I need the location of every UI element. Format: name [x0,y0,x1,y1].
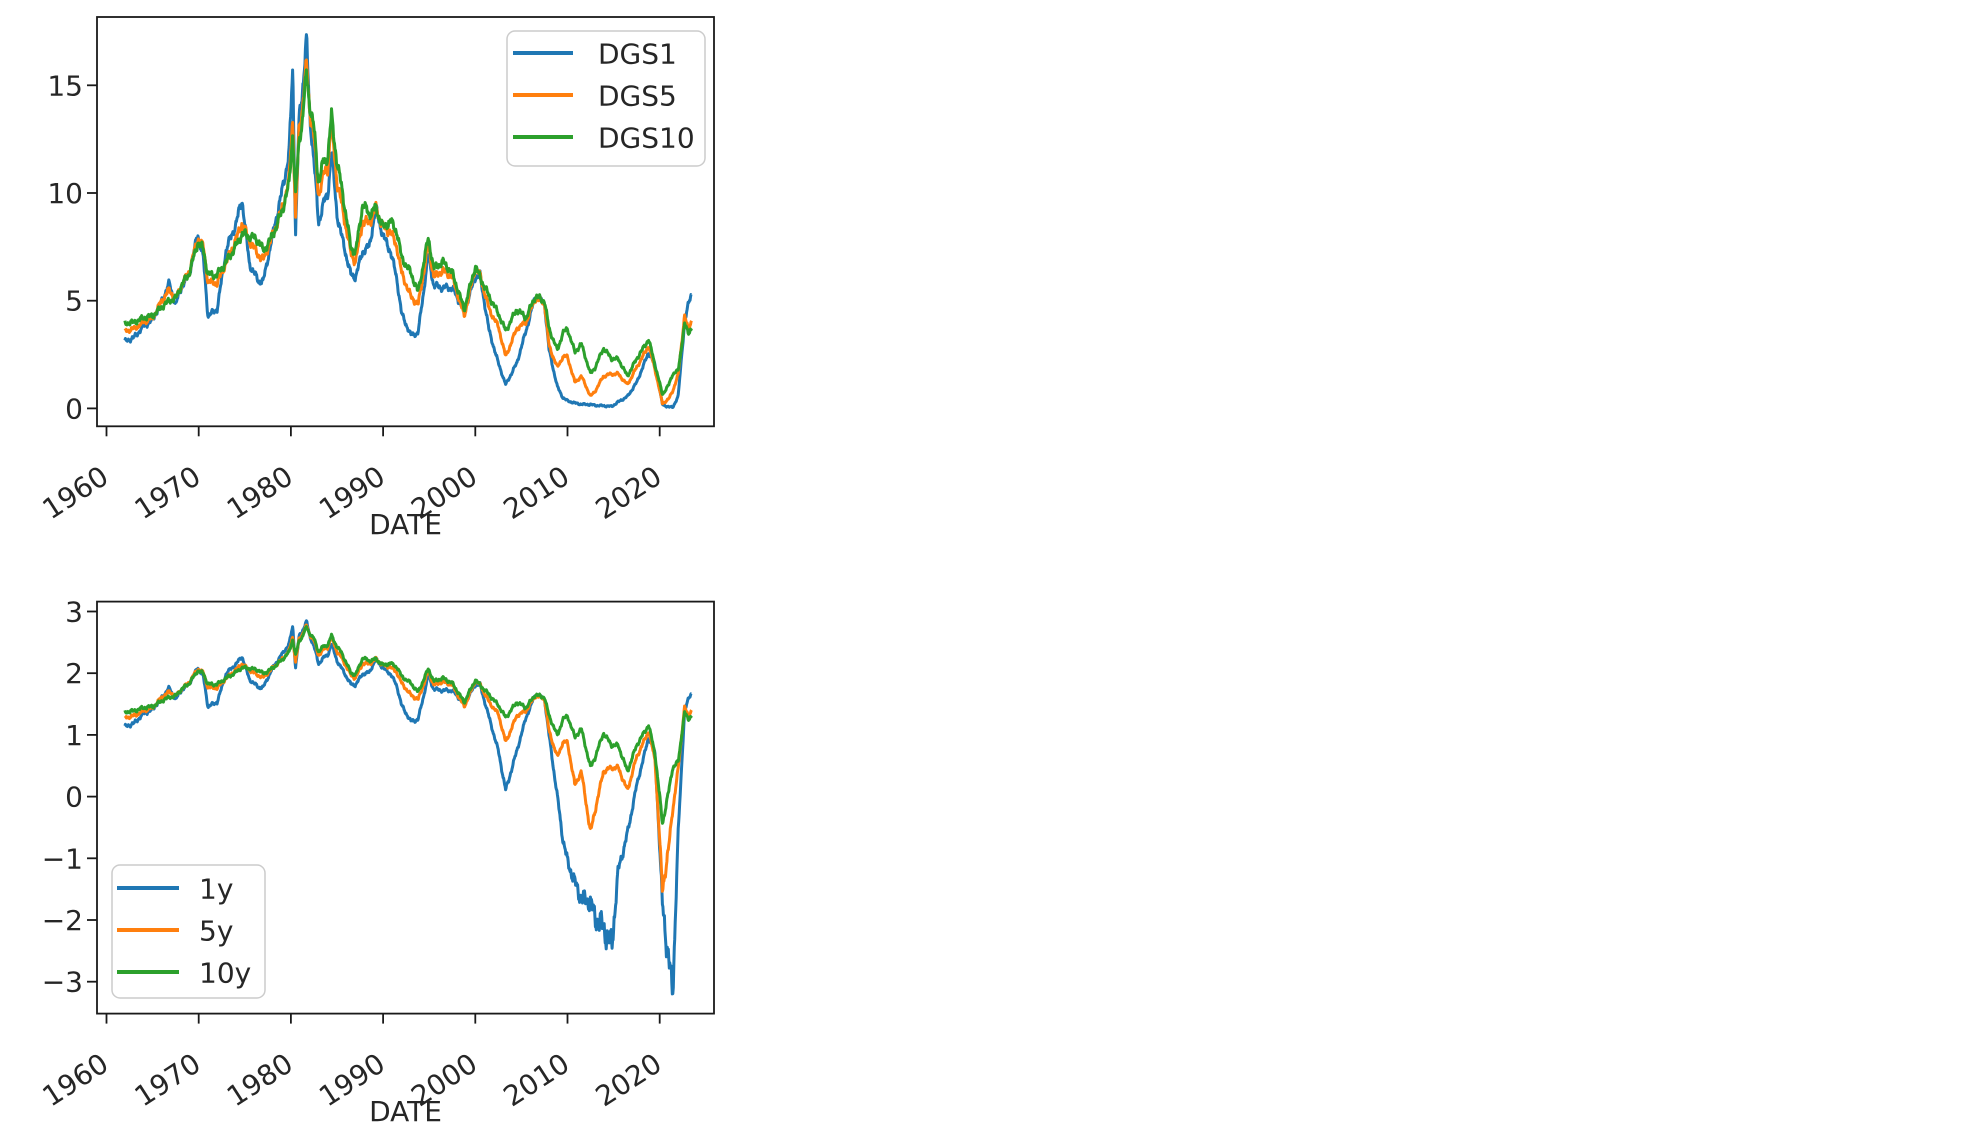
line-dgs1 [123,33,693,409]
line-1y [123,619,693,996]
line-dgs5 [123,58,693,406]
legend-item-5y: 5y [117,915,233,948]
legend-label-5y: 5y [199,915,233,948]
legend-label-dgs1: DGS1 [598,38,677,71]
legend-label-10y: 10y [199,957,251,990]
line-5y [123,623,693,893]
legend-item-1y: 1y [117,873,233,906]
y-tick-label-5: 5 [65,285,83,318]
legend-item-dgs1: DGS1 [513,38,677,71]
y-tick-label-0: 0 [65,392,83,425]
legend-item-dgs5: DGS5 [513,80,677,113]
legend: 1y 5y 10y [111,864,266,999]
y-tick-label-10: 10 [47,177,83,210]
axes-spines [96,600,715,1015]
legend-label-1y: 1y [199,873,233,906]
legend: DGS1 DGS5 DGS10 [506,30,706,167]
y-tick-label-3: 3 [65,596,83,629]
y-tick-label-2: 2 [65,657,83,690]
y-tick-label--3: −3 [42,966,83,999]
y-tick-label--1: −1 [42,842,83,875]
x-axis-label: DATE [369,1095,442,1128]
legend-item-10y: 10y [117,957,251,990]
axes-spines [96,16,715,428]
y-tick-label-15: 15 [47,69,83,102]
legend-box [506,30,706,167]
legend-label-dgs5: DGS5 [598,80,677,113]
y-tick-label-1: 1 [65,719,83,752]
line-10y [123,625,693,825]
y-tick-label-0: 0 [65,781,83,814]
x-axis-label: DATE [369,508,442,541]
legend-label-dgs10: DGS10 [598,122,695,155]
y-tick-label--2: −2 [42,904,83,937]
legend-box [111,864,266,999]
legend-item-dgs10: DGS10 [513,122,695,155]
line-dgs10 [123,68,693,396]
